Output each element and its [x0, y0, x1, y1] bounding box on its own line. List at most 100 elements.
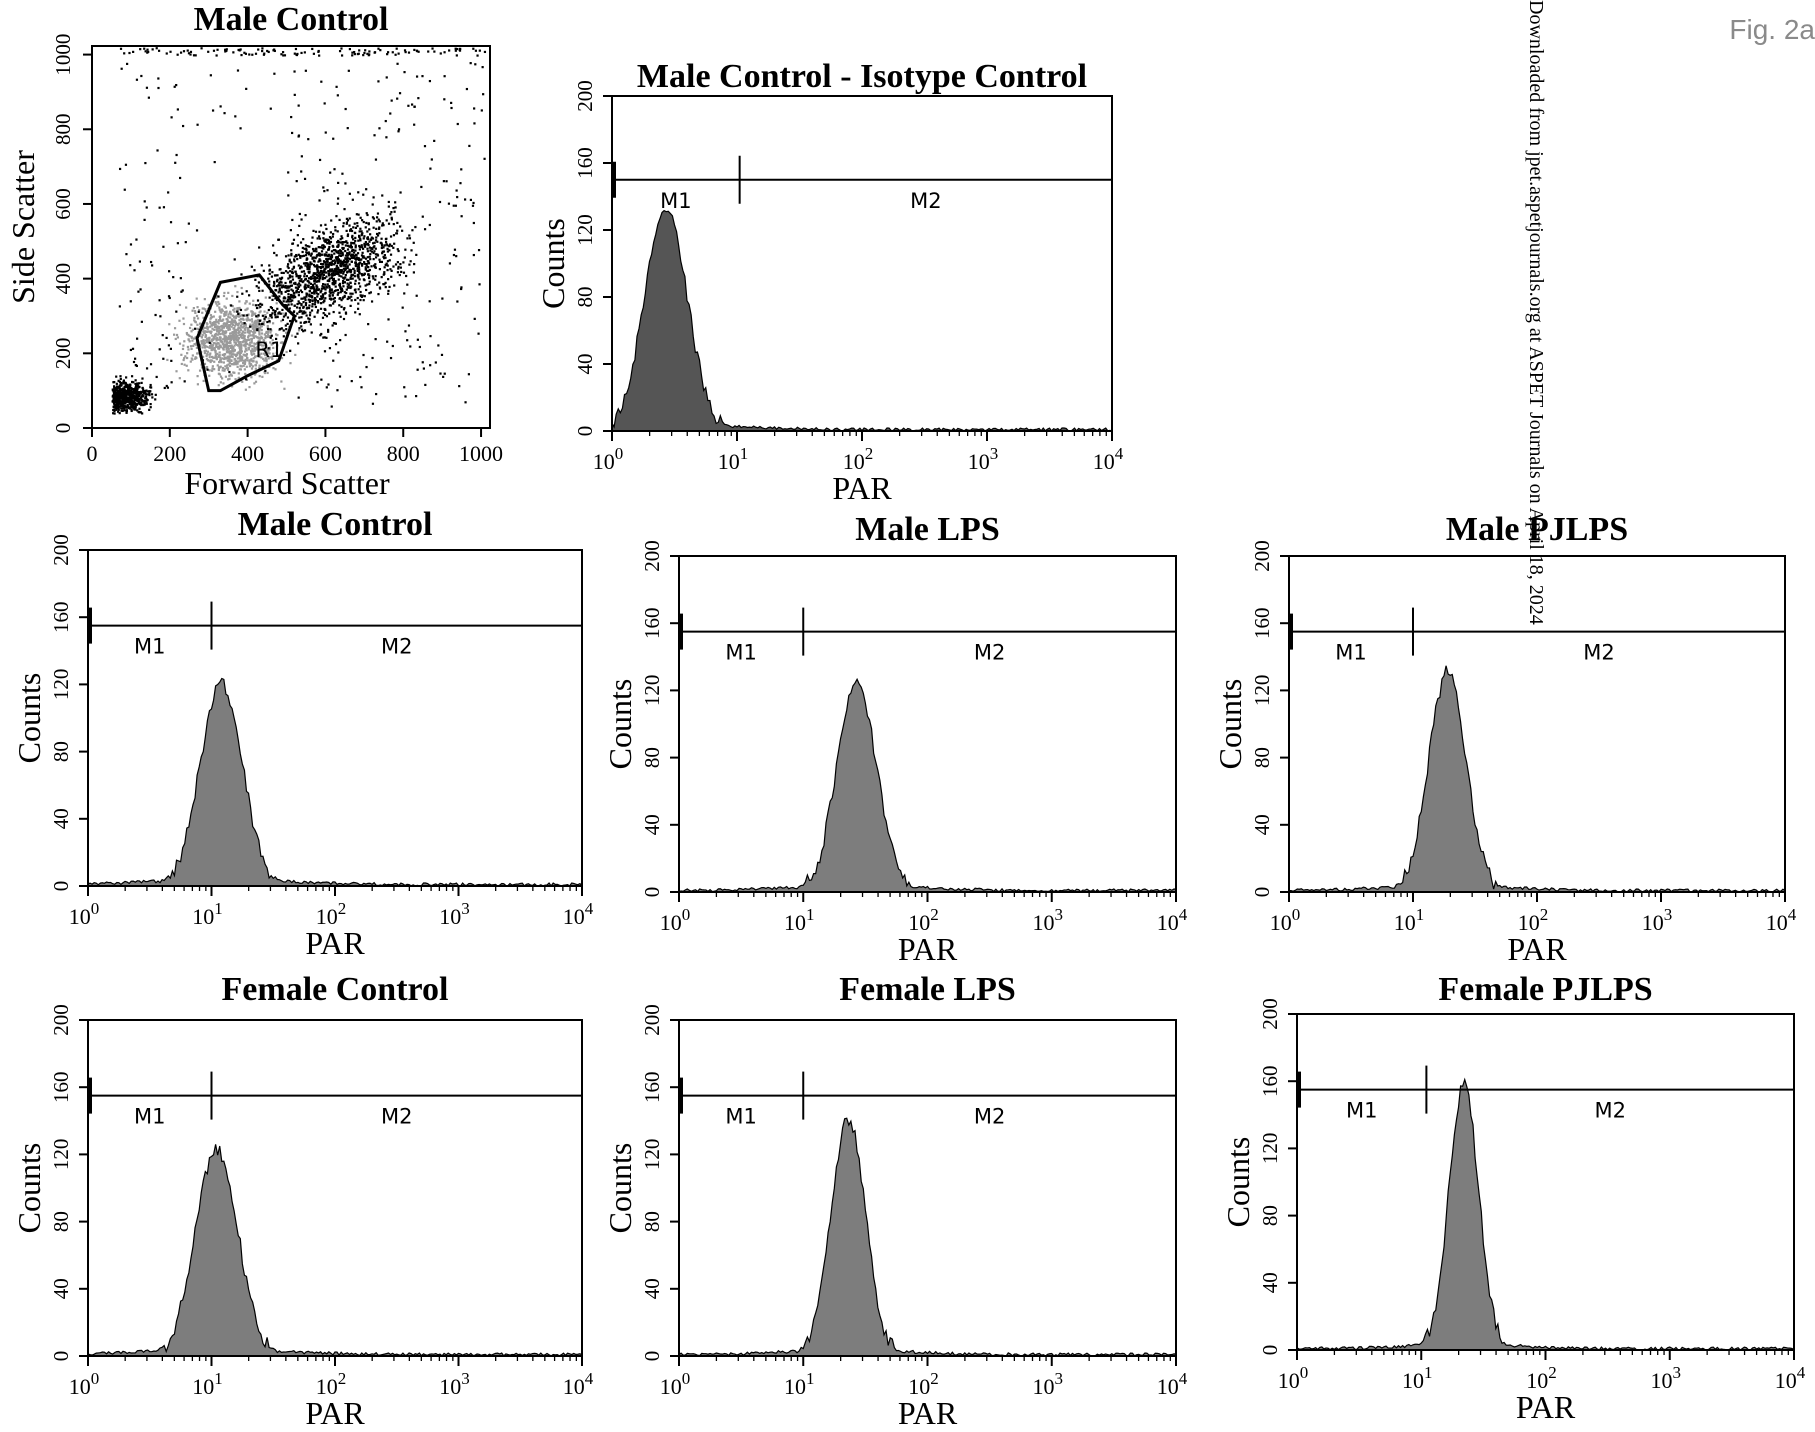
mc-marker-m1: M1 — [134, 635, 165, 659]
fpj-plot-frame — [1296, 1013, 1795, 1351]
fpj-title: Female PJLPS — [1438, 971, 1652, 1008]
mc-y-tick-label: 0 — [49, 881, 73, 892]
figure-label: Fig. 2a — [1729, 14, 1815, 45]
mpj-y-tick-label: 40 — [1250, 814, 1274, 835]
fc-marker-m1: M1 — [134, 1105, 165, 1129]
mc-plot-frame — [87, 549, 583, 887]
fc-x-tick-label: 100 — [69, 1369, 100, 1399]
flps-x-tick-label: 101 — [784, 1369, 815, 1399]
iso-x-tick-label: 104 — [1093, 444, 1124, 474]
scatter-plot-frame — [91, 45, 491, 429]
scatter-x-tick-label: 400 — [231, 441, 264, 466]
scatter-x-tick-label: 0 — [87, 441, 98, 466]
mlps-marker-m1: M1 — [725, 641, 756, 665]
fpj-x-tick-label: 101 — [1402, 1363, 1433, 1393]
mpj-histogram — [1288, 665, 1786, 893]
mlps-ylabel: Counts — [602, 679, 638, 770]
scatter-xlabel: Forward Scatter — [184, 465, 390, 501]
mpj-y-tick-label: 0 — [1250, 887, 1274, 898]
iso-x-tick-label: 102 — [843, 444, 874, 474]
flps-marker-m2: M2 — [974, 1105, 1005, 1129]
scatter-x-tick-label: 200 — [153, 441, 186, 466]
mc-x-tick-label: 104 — [563, 899, 594, 929]
fpj-y-tick-label: 40 — [1258, 1272, 1282, 1293]
fc-x-tick-label: 104 — [563, 1369, 594, 1399]
fpj-y-tick-label: 80 — [1258, 1205, 1282, 1226]
mlps-x-tick-label: 103 — [1033, 905, 1064, 935]
iso-marker-m1: M1 — [660, 189, 691, 213]
iso-panel: Male Control - Isotype Control 0 40 80 120 16… — [535, 58, 1124, 506]
flps-x-tick-label: 102 — [908, 1369, 939, 1399]
mpj-marker-m1: M1 — [1335, 641, 1366, 665]
mc-x-tick-label: 100 — [69, 899, 100, 929]
scatter-y-tick-label: 1000 — [51, 34, 75, 76]
iso-title: Male Control - Isotype Control — [637, 58, 1087, 95]
iso-y-tick-label: 200 — [573, 80, 597, 112]
fpj-x-tick-label: 100 — [1278, 1363, 1309, 1393]
mc-y-tick-label: 40 — [49, 808, 73, 829]
flps-panel: Female LPS 0 40 80 120 160 200 Counts 100 101 102 1… — [602, 971, 1188, 1431]
iso-ylabel: Counts — [535, 218, 571, 309]
mc-y-tick-label: 120 — [49, 669, 73, 701]
mlps-histogram — [678, 677, 1177, 893]
flps-y-tick-label: 120 — [640, 1139, 664, 1171]
flps-y-tick-label: 160 — [640, 1071, 664, 1103]
mpj-y-tick-label: 160 — [1250, 607, 1274, 639]
flps-x-tick-label: 103 — [1033, 1369, 1064, 1399]
flps-histogram — [678, 1117, 1177, 1357]
fpj-x-tick-label: 103 — [1651, 1363, 1682, 1393]
fc-histogram — [87, 1144, 583, 1357]
fc-plot-frame — [87, 1019, 583, 1357]
fc-y-tick-label: 40 — [49, 1278, 73, 1299]
fc-y-tick-label: 120 — [49, 1139, 73, 1171]
flps-x-tick-label: 104 — [1157, 1369, 1188, 1399]
mlps-y-tick-label: 40 — [640, 814, 664, 835]
fpj-y-tick-label: 160 — [1258, 1065, 1282, 1097]
flps-y-tick-label: 200 — [640, 1004, 664, 1036]
mc-panel: Male Control 0 40 80 120 160 200 Counts 100 101 10… — [11, 506, 594, 961]
scatter-cluster-gated — [166, 285, 301, 391]
mlps-title: Male LPS — [855, 511, 999, 548]
mc-xlabel: PAR — [305, 925, 365, 961]
fpj-panel: Female PJLPS 0 40 80 120 160 200 Counts 100 101 10… — [1220, 971, 1806, 1425]
mc-y-tick-label: 80 — [49, 741, 73, 762]
fc-y-tick-label: 200 — [49, 1004, 73, 1036]
fc-marker-m2: M2 — [381, 1105, 412, 1129]
flps-ylabel: Counts — [602, 1143, 638, 1234]
mpj-x-tick-label: 100 — [1270, 905, 1301, 935]
scatter-x-tick-label: 600 — [309, 441, 342, 466]
iso-y-tick-label: 160 — [573, 147, 597, 179]
scatter-y-tick-label: 800 — [51, 114, 75, 146]
mlps-x-tick-label: 102 — [908, 905, 939, 935]
scatter-y-tick-label: 200 — [51, 338, 75, 370]
fc-panel: Female Control 0 40 80 120 160 200 Counts 100 101… — [11, 971, 594, 1431]
mc-x-tick-label: 101 — [192, 899, 223, 929]
iso-histogram — [611, 209, 1113, 432]
mpj-y-tick-label: 200 — [1250, 540, 1274, 572]
fc-y-tick-label: 160 — [49, 1071, 73, 1103]
mc-x-tick-label: 103 — [439, 899, 470, 929]
flps-y-tick-label: 40 — [640, 1278, 664, 1299]
mlps-y-tick-label: 0 — [640, 887, 664, 898]
mlps-x-tick-label: 101 — [784, 905, 815, 935]
mlps-y-tick-label: 160 — [640, 607, 664, 639]
fc-x-tick-label: 102 — [316, 1369, 347, 1399]
scatter-x-tick-label: 800 — [387, 441, 420, 466]
mc-ylabel: Counts — [11, 673, 47, 764]
scatter-title: Male Control — [194, 1, 389, 38]
mpj-marker-m2: M2 — [1583, 641, 1614, 665]
fpj-x-tick-label: 102 — [1526, 1363, 1557, 1393]
fpj-x-tick-label: 104 — [1775, 1363, 1806, 1393]
scatter-cluster-granulocytes — [230, 191, 431, 357]
flps-title: Female LPS — [839, 971, 1016, 1008]
flps-marker-m1: M1 — [725, 1105, 756, 1129]
fc-y-tick-label: 0 — [49, 1351, 73, 1362]
mpj-y-tick-label: 80 — [1250, 747, 1274, 768]
fpj-xlabel: PAR — [1516, 1389, 1576, 1425]
mlps-y-tick-label: 200 — [640, 540, 664, 572]
mpj-x-tick-label: 104 — [1766, 905, 1797, 935]
mpj-x-tick-label: 103 — [1642, 905, 1673, 935]
fpj-marker-m2: M2 — [1594, 1099, 1625, 1123]
iso-xlabel: PAR — [832, 470, 892, 506]
flps-x-tick-label: 100 — [660, 1369, 691, 1399]
